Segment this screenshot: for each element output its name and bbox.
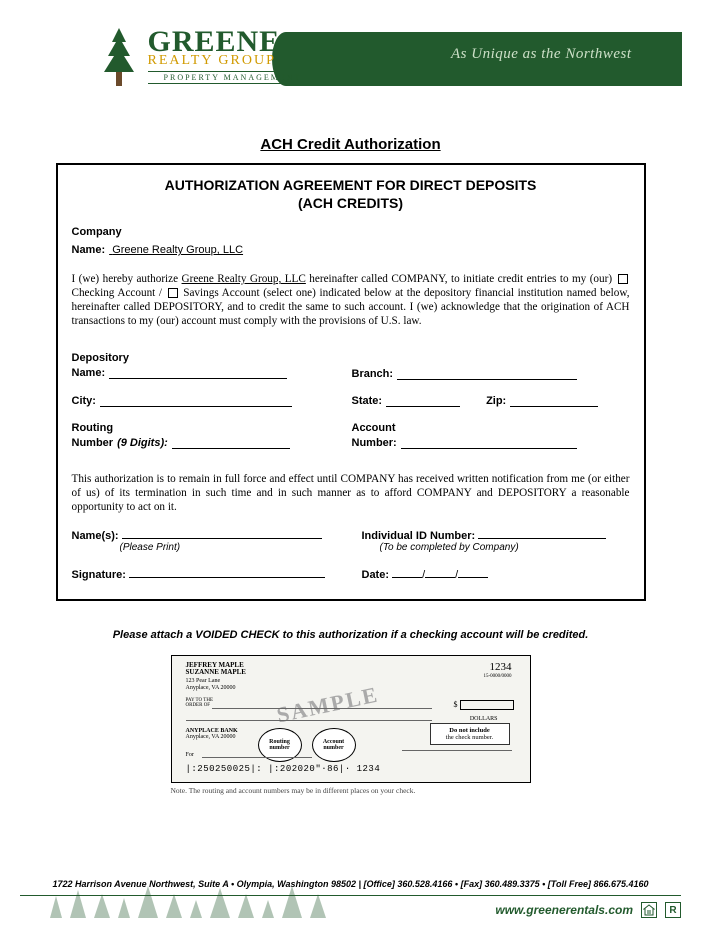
date-label: Date: <box>362 569 390 581</box>
amount-words-line <box>186 720 432 721</box>
property-management-label: PROPERTY MANAGEMENT <box>148 71 318 84</box>
exclude-check-note: Do not includethe check number. <box>430 723 510 745</box>
auth-company-underlined: Greene Realty Group, LLC <box>182 273 306 285</box>
signature-row: Signature: Date: // <box>72 567 630 581</box>
authorization-form: AUTHORIZATION AGREEMENT FOR DIRECT DEPOS… <box>56 163 646 601</box>
individual-id-label: Individual ID Number: <box>362 530 476 542</box>
sample-check: JEFFREY MAPLE SUZANNE MAPLE 123 Pear Lan… <box>171 655 531 783</box>
zip-input[interactable] <box>510 396 598 407</box>
date-year-input[interactable] <box>458 567 488 578</box>
bank-addr: Anyplace, VA 20000 <box>186 734 236 740</box>
form-heading: AUTHORIZATION AGREEMENT FOR DIRECT DEPOS… <box>72 177 630 212</box>
authorization-paragraph: I (we) hereby authorize Greene Realty Gr… <box>72 272 630 328</box>
completed-by-company-hint: (To be completed by Company) <box>380 542 630 553</box>
dollar-box: $ <box>454 700 514 710</box>
pay-to-label: PAY TO THEORDER OF <box>186 698 214 708</box>
tagline: As Unique as the Northwest <box>451 46 632 63</box>
company-subtitle: REALTY GROUP <box>148 53 318 69</box>
routing-label-l2: Number <box>72 437 114 449</box>
dollars-label: DOLLARS <box>470 716 498 722</box>
form-heading-line2: (ACH CREDITS) <box>298 195 403 211</box>
names-label: Name(s): <box>72 530 119 542</box>
state-input[interactable] <box>386 396 460 407</box>
section-title: ACH Credit Authorization <box>20 136 682 153</box>
company-label-l1: Company <box>72 226 122 238</box>
individual-id-input[interactable] <box>478 528 606 539</box>
check-aux-number: 15-0000/0000 <box>483 674 511 679</box>
account-number-circle: Account number <box>312 728 356 762</box>
zip-label: Zip: <box>486 395 506 407</box>
check-payee: JEFFREY MAPLE SUZANNE MAPLE 123 Pear Lan… <box>186 662 246 691</box>
auth-prefix: I (we) hereby authorize <box>72 273 182 285</box>
for-line <box>202 757 312 758</box>
please-print-hint: (Please Print) <box>120 542 362 553</box>
realtor-icon: R <box>665 902 681 918</box>
sample-watermark: SAMPLE <box>274 682 381 729</box>
state-label: State: <box>352 395 383 407</box>
remain-paragraph: This authorization is to remain in full … <box>72 472 630 514</box>
auth-mid1: hereinafter called COMPANY, to initiate … <box>306 273 612 285</box>
checking-checkbox[interactable] <box>618 274 628 284</box>
tree-icon <box>96 26 142 90</box>
signature-label: Signature: <box>72 569 126 581</box>
branch-input[interactable] <box>397 369 577 380</box>
header-banner: As Unique as the Northwest GREENE REALTY… <box>20 14 682 122</box>
routing-digits: (9 Digits): <box>117 437 168 449</box>
checking-label: Checking Account / <box>72 287 166 299</box>
depository-label-l2: Name: <box>72 367 106 379</box>
equal-housing-icon <box>641 902 657 918</box>
account-input[interactable] <box>401 438 577 449</box>
payee-line <box>212 708 432 709</box>
check-footnote: Note. The routing and account numbers ma… <box>171 786 531 795</box>
company-label-l2: Name: <box>72 244 106 256</box>
signature-input[interactable] <box>129 567 325 578</box>
date-month-input[interactable] <box>392 567 422 578</box>
payee-addr1: 123 Pear Lane <box>186 678 221 684</box>
city-input[interactable] <box>100 396 292 407</box>
depository-name-input[interactable] <box>109 368 287 379</box>
for-label: For <box>186 752 194 758</box>
bank-block: ANYPLACE BANK Anyplace, VA 20000 <box>186 728 238 740</box>
payee-addr2: Anyplace, VA 20000 <box>186 685 236 691</box>
routing-label-l1: Routing <box>72 422 114 434</box>
account-label-l1: Account <box>352 422 396 434</box>
account-label-l2: Number: <box>352 437 397 449</box>
routing-input[interactable] <box>172 438 290 449</box>
company-name-field: Company Name: Greene Realty Group, LLC <box>72 222 630 258</box>
check-sig-line <box>402 750 512 751</box>
name-id-row: Name(s): Individual ID Number: (Please P… <box>72 528 630 553</box>
savings-checkbox[interactable] <box>168 288 178 298</box>
branch-label: Branch: <box>352 368 394 380</box>
depository-label-l1: Depository <box>72 352 129 364</box>
company-value: Greene Realty Group, LLC <box>109 244 243 256</box>
check-number: 1234 <box>490 661 512 673</box>
footer-trees-icon <box>40 880 340 918</box>
city-label: City: <box>72 395 96 407</box>
company-name: GREENE <box>148 28 318 55</box>
depository-fields: Depository Name: Branch: <box>72 352 630 452</box>
logo-block: GREENE REALTY GROUP PROPERTY MANAGEMENT <box>96 26 318 90</box>
form-heading-line1: AUTHORIZATION AGREEMENT FOR DIRECT DEPOS… <box>165 177 537 193</box>
names-input[interactable] <box>122 528 322 539</box>
micr-line: |:250250025|: |:202020"·86|· 1234 <box>186 764 381 774</box>
footer-url: www.greenerentals.com <box>495 903 633 917</box>
attach-instruction: Please attach a VOIDED CHECK to this aut… <box>20 629 682 641</box>
payee-line2: SUZANNE MAPLE <box>186 668 246 676</box>
date-day-input[interactable] <box>425 567 455 578</box>
page-footer: 1722 Harrison Avenue Northwest, Suite A … <box>20 879 681 918</box>
logo-text: GREENE REALTY GROUP PROPERTY MANAGEMENT <box>148 26 318 84</box>
